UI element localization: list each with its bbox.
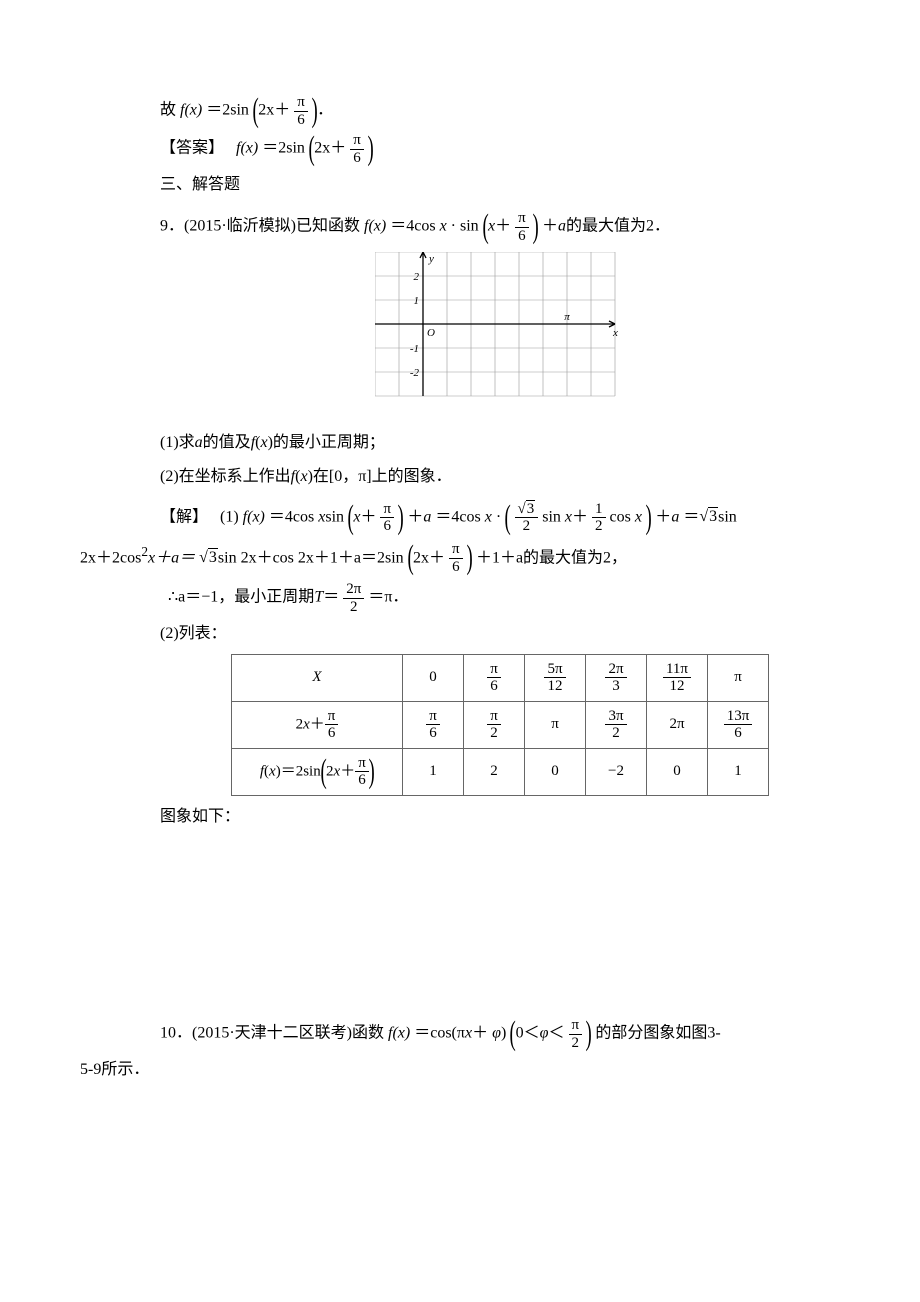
frac-pi6: π6 [294, 94, 308, 128]
tail: 的最大值为2． [566, 218, 670, 235]
paren-left: ( [308, 132, 314, 166]
sol-1: (1) [220, 508, 239, 525]
cell: 1 [708, 748, 769, 795]
solution-line1: 【解】 (1) f(x) ＝4cos xsin (x＋ π6 ) ＋a ＝4co… [160, 501, 840, 535]
sol-label: 【解】 [160, 508, 208, 525]
text: 故 [160, 102, 176, 119]
eq: ＝ [262, 140, 278, 157]
line-intro: 故 f(x) ＝2sin (2x＋ π6 )． [160, 94, 840, 128]
cell: π6 [403, 701, 464, 748]
cell: 11π12 [647, 654, 708, 701]
grid-1-svg: Oy x 2 1 -1 -2 π [375, 252, 625, 410]
eq: ＝ [206, 102, 222, 119]
mid: 在[0，π]上的图象． [313, 468, 452, 485]
cell: π [708, 654, 769, 701]
q9-part1: (1)求a的值及f(x)的最小正周期； [160, 428, 840, 458]
plus: ＋ [542, 218, 558, 235]
svg-text:-1: -1 [410, 343, 419, 355]
paren-left: ( [482, 210, 488, 244]
solution-line3: ∴a＝−1，最小正周期T＝ 2π2 ＝π． [160, 581, 840, 615]
dot: · [451, 218, 456, 235]
grid-2 [160, 840, 840, 1011]
sin: sin [460, 218, 479, 235]
cell: 1 [403, 748, 464, 795]
table-row: X 0 π6 5π12 2π3 11π12 π [232, 654, 769, 701]
frac-pi6: π6 [515, 210, 529, 244]
fx-var: (x) [240, 140, 258, 157]
q9-pre: 9．(2015·临沂模拟)已知函数 [160, 218, 360, 235]
inner: 2x [258, 102, 274, 119]
frac-pi6: π6 [350, 132, 364, 166]
q9: 9．(2015·临沂模拟)已知函数 f(x) ＝4cos x · sin (x＋… [160, 210, 840, 244]
a: a [558, 218, 566, 235]
answer-line: 【答案】 f(x) ＝2sin (2x＋ π6 ) [160, 132, 840, 166]
q10-last: 5-9所示． [80, 1055, 840, 1085]
paren-right: ) [532, 210, 538, 244]
table-row: f(x)＝2sin(2x＋π6) 1 2 0 −2 0 1 [232, 748, 769, 795]
paren-left: ( [252, 94, 258, 128]
cell: 2π3 [586, 654, 647, 701]
svg-text:1: 1 [414, 295, 420, 307]
x: x [440, 218, 447, 235]
svg-text:x: x [612, 327, 618, 339]
cell: 13π6 [708, 701, 769, 748]
cell: π6 [464, 654, 525, 701]
grid-2-svg [160, 840, 840, 1000]
svg-text:π: π [564, 311, 570, 323]
svg-text:-2: -2 [410, 367, 420, 379]
q9-part2: (2)在坐标系上作出f(x)在[0，π]上的图象． [160, 462, 840, 492]
cell: 5π12 [525, 654, 586, 701]
q9-list-label: (2)列表： [160, 619, 840, 649]
cell: 0 [403, 654, 464, 701]
cell: 2π [647, 701, 708, 748]
cell-r3c0: f(x)＝2sin(2x＋π6) [232, 748, 403, 795]
plus: ＋ [274, 102, 290, 119]
cell: π [525, 701, 586, 748]
fx-var: (x) [184, 102, 202, 119]
cell: 0 [647, 748, 708, 795]
svg-text:2: 2 [414, 271, 420, 283]
paren-right: ) [367, 132, 373, 166]
q10: 10．(2015·天津十二区联考)函数 f(x) ＝cos(πx＋ φ) (0＜… [160, 1017, 840, 1051]
paren-right: ) [311, 94, 317, 128]
pre: (2)在坐标系上作出 [160, 468, 291, 485]
section-3: 三、解答题 [160, 170, 840, 200]
plus: ＋ [330, 140, 346, 157]
inner: 2x [314, 140, 330, 157]
svg-text:y: y [428, 253, 434, 265]
table-row: 2x＋π6 π6 π2 π 3π2 2π 13π6 [232, 701, 769, 748]
period: ． [317, 102, 333, 119]
cell: 2 [464, 748, 525, 795]
sin: sin [230, 102, 249, 119]
sin: sin [286, 140, 305, 157]
grid-1: Oy x 2 1 -1 -2 π [160, 252, 840, 421]
cell-r1c0: X [232, 654, 403, 701]
cell: π2 [464, 701, 525, 748]
cell: 0 [525, 748, 586, 795]
cell-r2c0: 2x＋π6 [232, 701, 403, 748]
cell: 3π2 [586, 701, 647, 748]
answer-label: 【答案】 [160, 140, 224, 157]
value-table: X 0 π6 5π12 2π3 11π12 π 2x＋π6 π6 π2 π 3π… [231, 654, 769, 796]
plus: ＋ [495, 218, 511, 235]
q9-mid: ＝4cos [390, 218, 439, 235]
fx-var: (x) [368, 218, 386, 235]
svg-text:O: O [427, 327, 435, 339]
img-below-label: 图象如下： [160, 802, 840, 832]
solution-line2: 2x＋2cos2x＋a＝ 3sin 2x＋cos 2x＋1＋a＝2sin (2x… [80, 539, 840, 576]
cell: −2 [586, 748, 647, 795]
